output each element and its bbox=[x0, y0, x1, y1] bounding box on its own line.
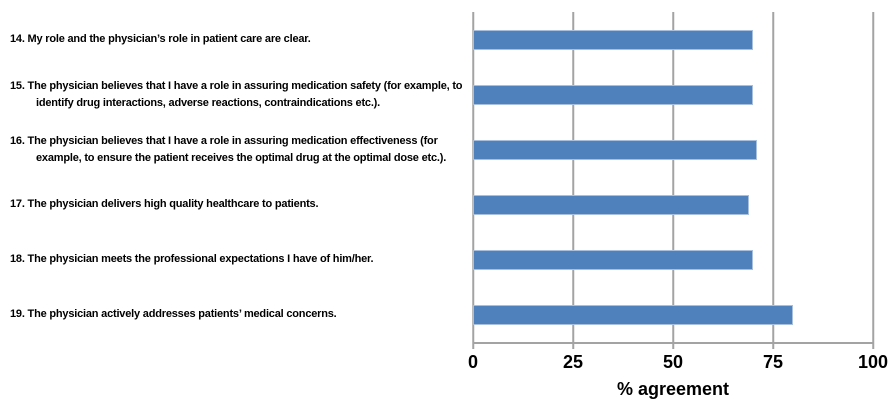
bar-row bbox=[473, 287, 873, 342]
bar-row bbox=[473, 177, 873, 232]
bar bbox=[473, 139, 757, 160]
x-axis-tick bbox=[572, 342, 574, 349]
gridline bbox=[772, 12, 774, 342]
category-labels: 14. My role and the physician’s role in … bbox=[0, 12, 465, 342]
bar bbox=[473, 29, 753, 50]
question-label: 18. The physician meets the professional… bbox=[10, 253, 374, 265]
bar-row bbox=[473, 67, 873, 122]
label-row: 18. The physician meets the professional… bbox=[0, 232, 465, 287]
x-axis-tick bbox=[672, 342, 674, 349]
label-row: 15. The physician believes that I have a… bbox=[0, 67, 465, 122]
bar bbox=[473, 194, 749, 215]
label-row: 19. The physician actively addresses pat… bbox=[0, 287, 465, 342]
x-axis-tick-label: 75 bbox=[762, 352, 784, 372]
label-row: 17. The physician delivers high quality … bbox=[0, 177, 465, 232]
bar bbox=[473, 304, 793, 325]
question-label: 19. The physician actively addresses pat… bbox=[10, 308, 337, 320]
x-axis-tick-label: 25 bbox=[562, 352, 584, 372]
gridline bbox=[572, 12, 574, 342]
label-row: 16. The physician believes that I have a… bbox=[0, 122, 465, 177]
question-label: 14. My role and the physician’s role in … bbox=[10, 33, 311, 45]
bar-row bbox=[473, 232, 873, 287]
x-axis-tick bbox=[472, 342, 474, 349]
bar-row bbox=[473, 122, 873, 177]
question-label: 15. The physician believes that I have a… bbox=[10, 79, 463, 109]
x-axis-tick bbox=[872, 342, 874, 349]
gridline bbox=[672, 12, 674, 342]
x-axis-title: % agreement bbox=[616, 379, 730, 399]
gridline bbox=[872, 12, 874, 342]
x-axis-tick-label: 0 bbox=[467, 352, 479, 372]
bar-row bbox=[473, 12, 873, 67]
bar bbox=[473, 84, 753, 105]
x-axis-tick bbox=[772, 342, 774, 349]
question-label: 17. The physician delivers high quality … bbox=[10, 198, 319, 210]
label-row: 14. My role and the physician’s role in … bbox=[0, 12, 465, 67]
x-axis-tick-label: 100 bbox=[857, 352, 889, 372]
bar bbox=[473, 249, 753, 270]
gridline bbox=[472, 12, 474, 342]
x-axis-tick-label: 50 bbox=[662, 352, 684, 372]
plot-area bbox=[472, 12, 874, 342]
question-label: 16. The physician believes that I have a… bbox=[10, 134, 447, 164]
